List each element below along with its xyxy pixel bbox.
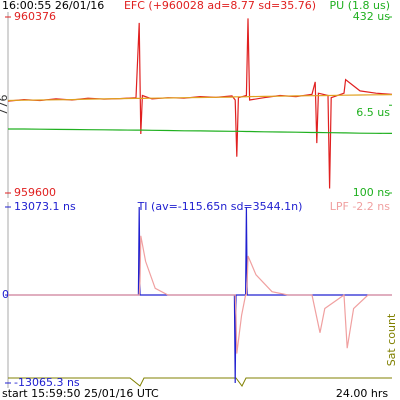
series-name: LPF -2.2 ns [330,200,391,213]
series-name: TI (av=-115.65n sd=3544.1n) [137,200,303,213]
series-line [8,206,392,384]
series-name: EFC (+960028 ad=8.77 sd=35.76) [124,0,316,12]
x-start-label: start 15:59:50 25/01/16 UTC [2,387,159,400]
y2-tick-label: 6.5 us [356,106,390,119]
series-line [8,235,392,354]
y-tick-label: 959600 [14,186,56,199]
sat-label: Sat count [385,313,398,366]
series-line [8,128,393,134]
series-name: PU (1.8 us) [330,0,390,12]
timestamp: 16:00:55 26/01/16 [2,0,104,12]
sat-trace [8,377,392,387]
range-label: 776 [0,95,10,116]
y-tick-label: 0 [2,288,9,301]
y-tick-label: -13065.3 ns [14,376,80,389]
y2-tick-label: 432 us [353,10,390,23]
y2-tick-label: 100 ns [353,186,390,199]
x-end-label: 24.00 hrs [336,387,388,400]
y-tick-label: 13073.1 ns [14,200,76,213]
y-tick-label: 960376 [14,10,56,23]
series-line [7,94,393,102]
